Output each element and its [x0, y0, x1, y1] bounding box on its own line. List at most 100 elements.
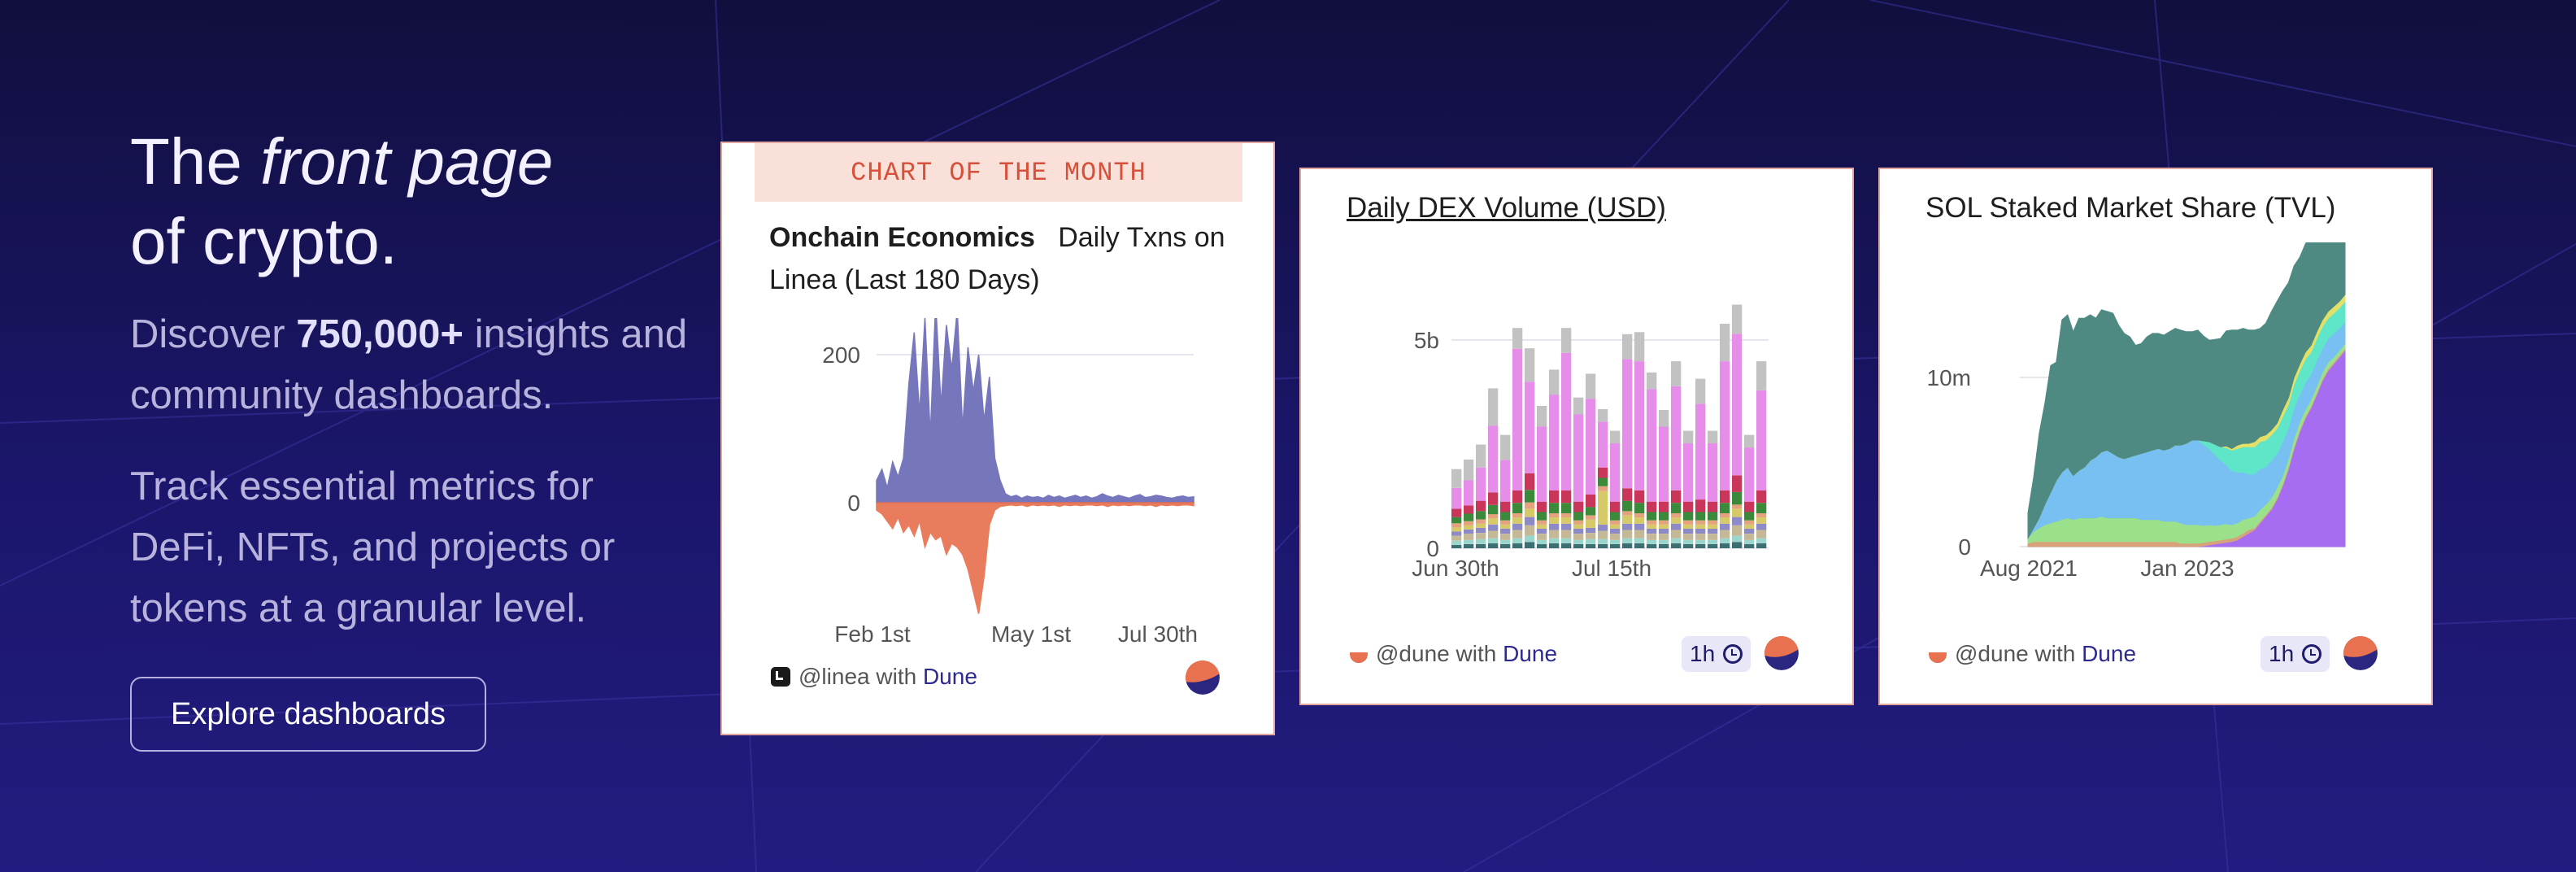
stacked-area-6 [2027, 242, 2346, 540]
bar-segment [1756, 361, 1767, 390]
bar-segment [1500, 524, 1511, 529]
author-handle[interactable]: @dune [1955, 641, 2029, 666]
clock-icon [2302, 644, 2322, 664]
bar-segment [1634, 523, 1645, 530]
author-line[interactable]: @dune with Dune [1929, 636, 2136, 672]
bar-segment [1659, 410, 1669, 427]
bar-segment [1756, 538, 1767, 543]
author-handle[interactable]: @linea [798, 664, 870, 689]
bar-segment [1720, 490, 1730, 504]
bar-segment [1549, 538, 1560, 543]
bar-segment [1598, 538, 1608, 544]
bar-segment [1476, 523, 1486, 528]
bar-segment [1464, 521, 1474, 525]
y-tick-label: 200 [822, 342, 860, 368]
bar-segment [1549, 523, 1560, 530]
bar-segment [1488, 425, 1499, 493]
bar-segment [1610, 443, 1621, 502]
bar-segment [1561, 490, 1572, 504]
dex-volume-chart: 0 5b Jun 30th Jul 15th [1412, 304, 1769, 581]
bar-segment [1683, 443, 1694, 502]
author-line[interactable]: @dune with Dune [1350, 636, 1557, 672]
bar-segment [1708, 443, 1718, 502]
bar-segment [1695, 543, 1706, 548]
bar-segment [1586, 373, 1596, 399]
bar-segment [1561, 523, 1572, 530]
bar-segment [1622, 359, 1633, 489]
bar-segment [1732, 491, 1743, 505]
bar-segment [1525, 382, 1535, 473]
bar-segment [1512, 348, 1523, 490]
refresh-interval-badge[interactable]: 1h [2261, 636, 2330, 672]
refresh-interval-label: 1h [1690, 641, 1716, 666]
bar-segment [1695, 520, 1706, 525]
bar-segment [1451, 540, 1462, 545]
chart-card-sol-staked[interactable]: SOL Staked Market Share (TVL) 010m20mAug… [1878, 168, 2433, 705]
bar-segment [1598, 524, 1608, 531]
author-line[interactable]: @linea with Dune [771, 659, 977, 695]
bar-segment [1598, 543, 1608, 548]
bar-segment [1598, 530, 1608, 539]
query-name[interactable]: Daily Txns on Linea (Last 180 Days) [769, 222, 1225, 295]
bar-segment [1708, 501, 1718, 512]
bar-segment [1500, 543, 1511, 548]
bar-segment [1695, 539, 1706, 544]
chart-card-linea[interactable]: CHART OF THE MONTH Onchain Economics Dai… [720, 142, 1275, 735]
discover-suffix: insights and community dashboards. [130, 312, 688, 417]
bar-segment [1586, 399, 1596, 495]
bar-segment [1586, 543, 1596, 548]
bar-segment [1622, 523, 1633, 530]
explore-dashboards-button[interactable]: Explore dashboards [130, 677, 486, 752]
bar-segment [1683, 524, 1694, 529]
y-tick-label: 10m [1927, 365, 1971, 390]
bar-segment [1720, 523, 1730, 530]
bar-segment [1671, 543, 1682, 548]
bar-segment [1586, 527, 1596, 533]
bar-segment [1634, 517, 1645, 524]
dune-avatar-icon [1764, 636, 1799, 670]
bar-segment [1561, 517, 1572, 524]
bar-segment [1537, 426, 1547, 502]
chart-title[interactable]: SOL Staked Market Share (TVL) [1925, 192, 2336, 224]
bar-segment [1756, 490, 1767, 504]
bar-segment [1732, 535, 1743, 543]
bar-segment [1659, 512, 1669, 521]
bar-segment [1476, 444, 1486, 468]
bar-segment [1634, 490, 1645, 504]
bar-segment [1720, 361, 1730, 490]
bar-segment [1549, 369, 1560, 395]
dashboard-name[interactable]: Onchain Economics [769, 222, 1035, 253]
hero-title: The front page of crypto. [130, 122, 699, 281]
bar-segment [1586, 538, 1596, 544]
bar-segment [1476, 543, 1486, 548]
refresh-interval-badge[interactable]: 1h [1682, 636, 1751, 672]
bar-segment [1573, 528, 1584, 534]
author-handle[interactable]: @dune [1376, 641, 1450, 666]
bar-segment [1476, 519, 1486, 524]
bar-segment [1525, 535, 1535, 543]
chart-title[interactable]: Daily DEX Volume (USD) [1347, 192, 1666, 224]
bar-segment [1610, 534, 1621, 540]
bar-segment [1598, 477, 1608, 486]
series-area-1 [876, 502, 1194, 614]
bar-segment [1756, 523, 1767, 530]
bar-segment [1525, 508, 1535, 517]
chart-card-dex-volume[interactable]: Daily DEX Volume (USD) 0 5b Jun 30th Jul 15… [1299, 168, 1854, 705]
dune-link[interactable]: Dune [1503, 641, 1558, 666]
dune-link[interactable]: Dune [922, 664, 977, 689]
bar-segment [1500, 501, 1511, 512]
bar-segment [1756, 530, 1767, 538]
bar-segment [1500, 520, 1511, 525]
bar-segment [1708, 543, 1718, 548]
x-tick-label: Feb 1st [834, 621, 911, 647]
bar-segment [1732, 508, 1743, 517]
bar-segment [1622, 488, 1633, 501]
bar-segment [1598, 486, 1608, 491]
dune-link[interactable]: Dune [2082, 641, 2137, 666]
bar-segment [1512, 490, 1523, 504]
card-footer: @linea with Dune [722, 659, 1273, 700]
chart-title[interactable]: Onchain Economics Daily Txns on Linea (L… [769, 216, 1249, 301]
bar-segment [1500, 512, 1511, 521]
bar-segment [1476, 533, 1486, 539]
